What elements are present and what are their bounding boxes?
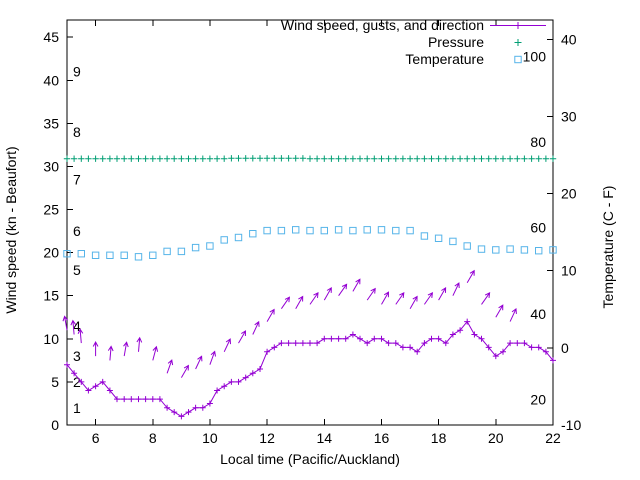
svg-text:40: 40 xyxy=(561,31,577,47)
svg-text:0: 0 xyxy=(561,340,569,356)
svg-text:7: 7 xyxy=(73,171,81,187)
legend-label-temperature: Temperature xyxy=(405,51,484,67)
svg-text:20: 20 xyxy=(530,392,546,408)
svg-text:45: 45 xyxy=(43,29,59,45)
plot-border xyxy=(66,19,554,426)
svg-text:25: 25 xyxy=(43,202,59,218)
svg-text:16: 16 xyxy=(374,430,390,446)
svg-text:18: 18 xyxy=(431,430,447,446)
svg-text:20: 20 xyxy=(488,430,504,446)
svg-text:22: 22 xyxy=(545,430,561,446)
svg-text:-10: -10 xyxy=(561,417,581,433)
svg-text:20: 20 xyxy=(561,186,577,202)
left-axis-ticks: 0 5 10 15 20 25 30 35 40 45 xyxy=(43,29,73,433)
svg-text:10: 10 xyxy=(43,331,59,347)
right-axis-ticks: -10 0 10 20 30 40 xyxy=(547,31,581,433)
legend-label-pressure: Pressure xyxy=(428,34,484,50)
svg-text:6: 6 xyxy=(73,223,81,239)
svg-text:6: 6 xyxy=(92,430,100,446)
beaufort-scale-labels: 1 2 3 4 5 6 7 8 9 xyxy=(73,64,81,416)
svg-text:35: 35 xyxy=(43,115,59,131)
wind-direction-arrows xyxy=(62,269,517,378)
left-axis-title: Wind speed (kn - Beaufort) xyxy=(3,146,19,313)
fahrenheit-scale-labels: 20 40 60 80 100 xyxy=(523,48,547,407)
svg-text:15: 15 xyxy=(43,288,59,304)
temperature-series xyxy=(63,226,557,261)
svg-text:100: 100 xyxy=(523,48,547,64)
svg-text:4: 4 xyxy=(73,318,81,334)
svg-text:8: 8 xyxy=(149,430,157,446)
legend-label-wind: Wind speed, gusts, and direction xyxy=(281,17,484,33)
svg-text:0: 0 xyxy=(51,417,59,433)
svg-text:9: 9 xyxy=(73,64,81,80)
wind-speed-series xyxy=(64,318,556,420)
svg-text:40: 40 xyxy=(530,306,546,322)
svg-text:10: 10 xyxy=(202,430,218,446)
right-axis-title: Temperature (C - F) xyxy=(600,186,616,309)
svg-text:60: 60 xyxy=(530,220,546,236)
svg-text:10: 10 xyxy=(561,263,577,279)
svg-text:30: 30 xyxy=(561,108,577,124)
svg-text:2: 2 xyxy=(73,374,81,390)
legend-markers xyxy=(490,22,546,64)
svg-text:30: 30 xyxy=(43,159,59,175)
x-axis-ticks: 6 8 10 12 14 16 18 20 22 xyxy=(92,20,561,446)
svg-text:1: 1 xyxy=(73,400,81,416)
svg-text:80: 80 xyxy=(530,134,546,150)
svg-text:40: 40 xyxy=(43,72,59,88)
svg-text:12: 12 xyxy=(259,430,275,446)
svg-text:20: 20 xyxy=(43,245,59,261)
svg-text:3: 3 xyxy=(73,348,81,364)
svg-text:14: 14 xyxy=(317,430,333,446)
x-axis-title: Local time (Pacific/Auckland) xyxy=(220,451,400,467)
svg-text:8: 8 xyxy=(73,124,81,140)
svg-text:5: 5 xyxy=(51,374,59,390)
svg-text:5: 5 xyxy=(73,262,81,278)
pressure-series xyxy=(63,155,557,162)
